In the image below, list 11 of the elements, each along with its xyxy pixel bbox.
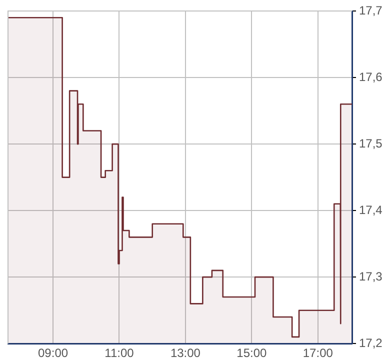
y-tick-label: 17,7 (359, 3, 383, 18)
y-tick-label: 17,2 (359, 336, 383, 350)
y-tick-label: 17,5 (359, 136, 383, 150)
x-tick-label: 15:00 (236, 346, 268, 360)
x-tick-label: 17:00 (302, 346, 334, 360)
x-tick-label: 11:00 (104, 346, 134, 360)
y-tick-label: 17,3 (359, 269, 383, 284)
y-tick-label: 17,6 (359, 70, 383, 84)
x-tick-label: 13:00 (170, 346, 201, 360)
y-tick-label: 17,4 (359, 202, 383, 217)
x-tick-label: 09:00 (38, 346, 68, 360)
